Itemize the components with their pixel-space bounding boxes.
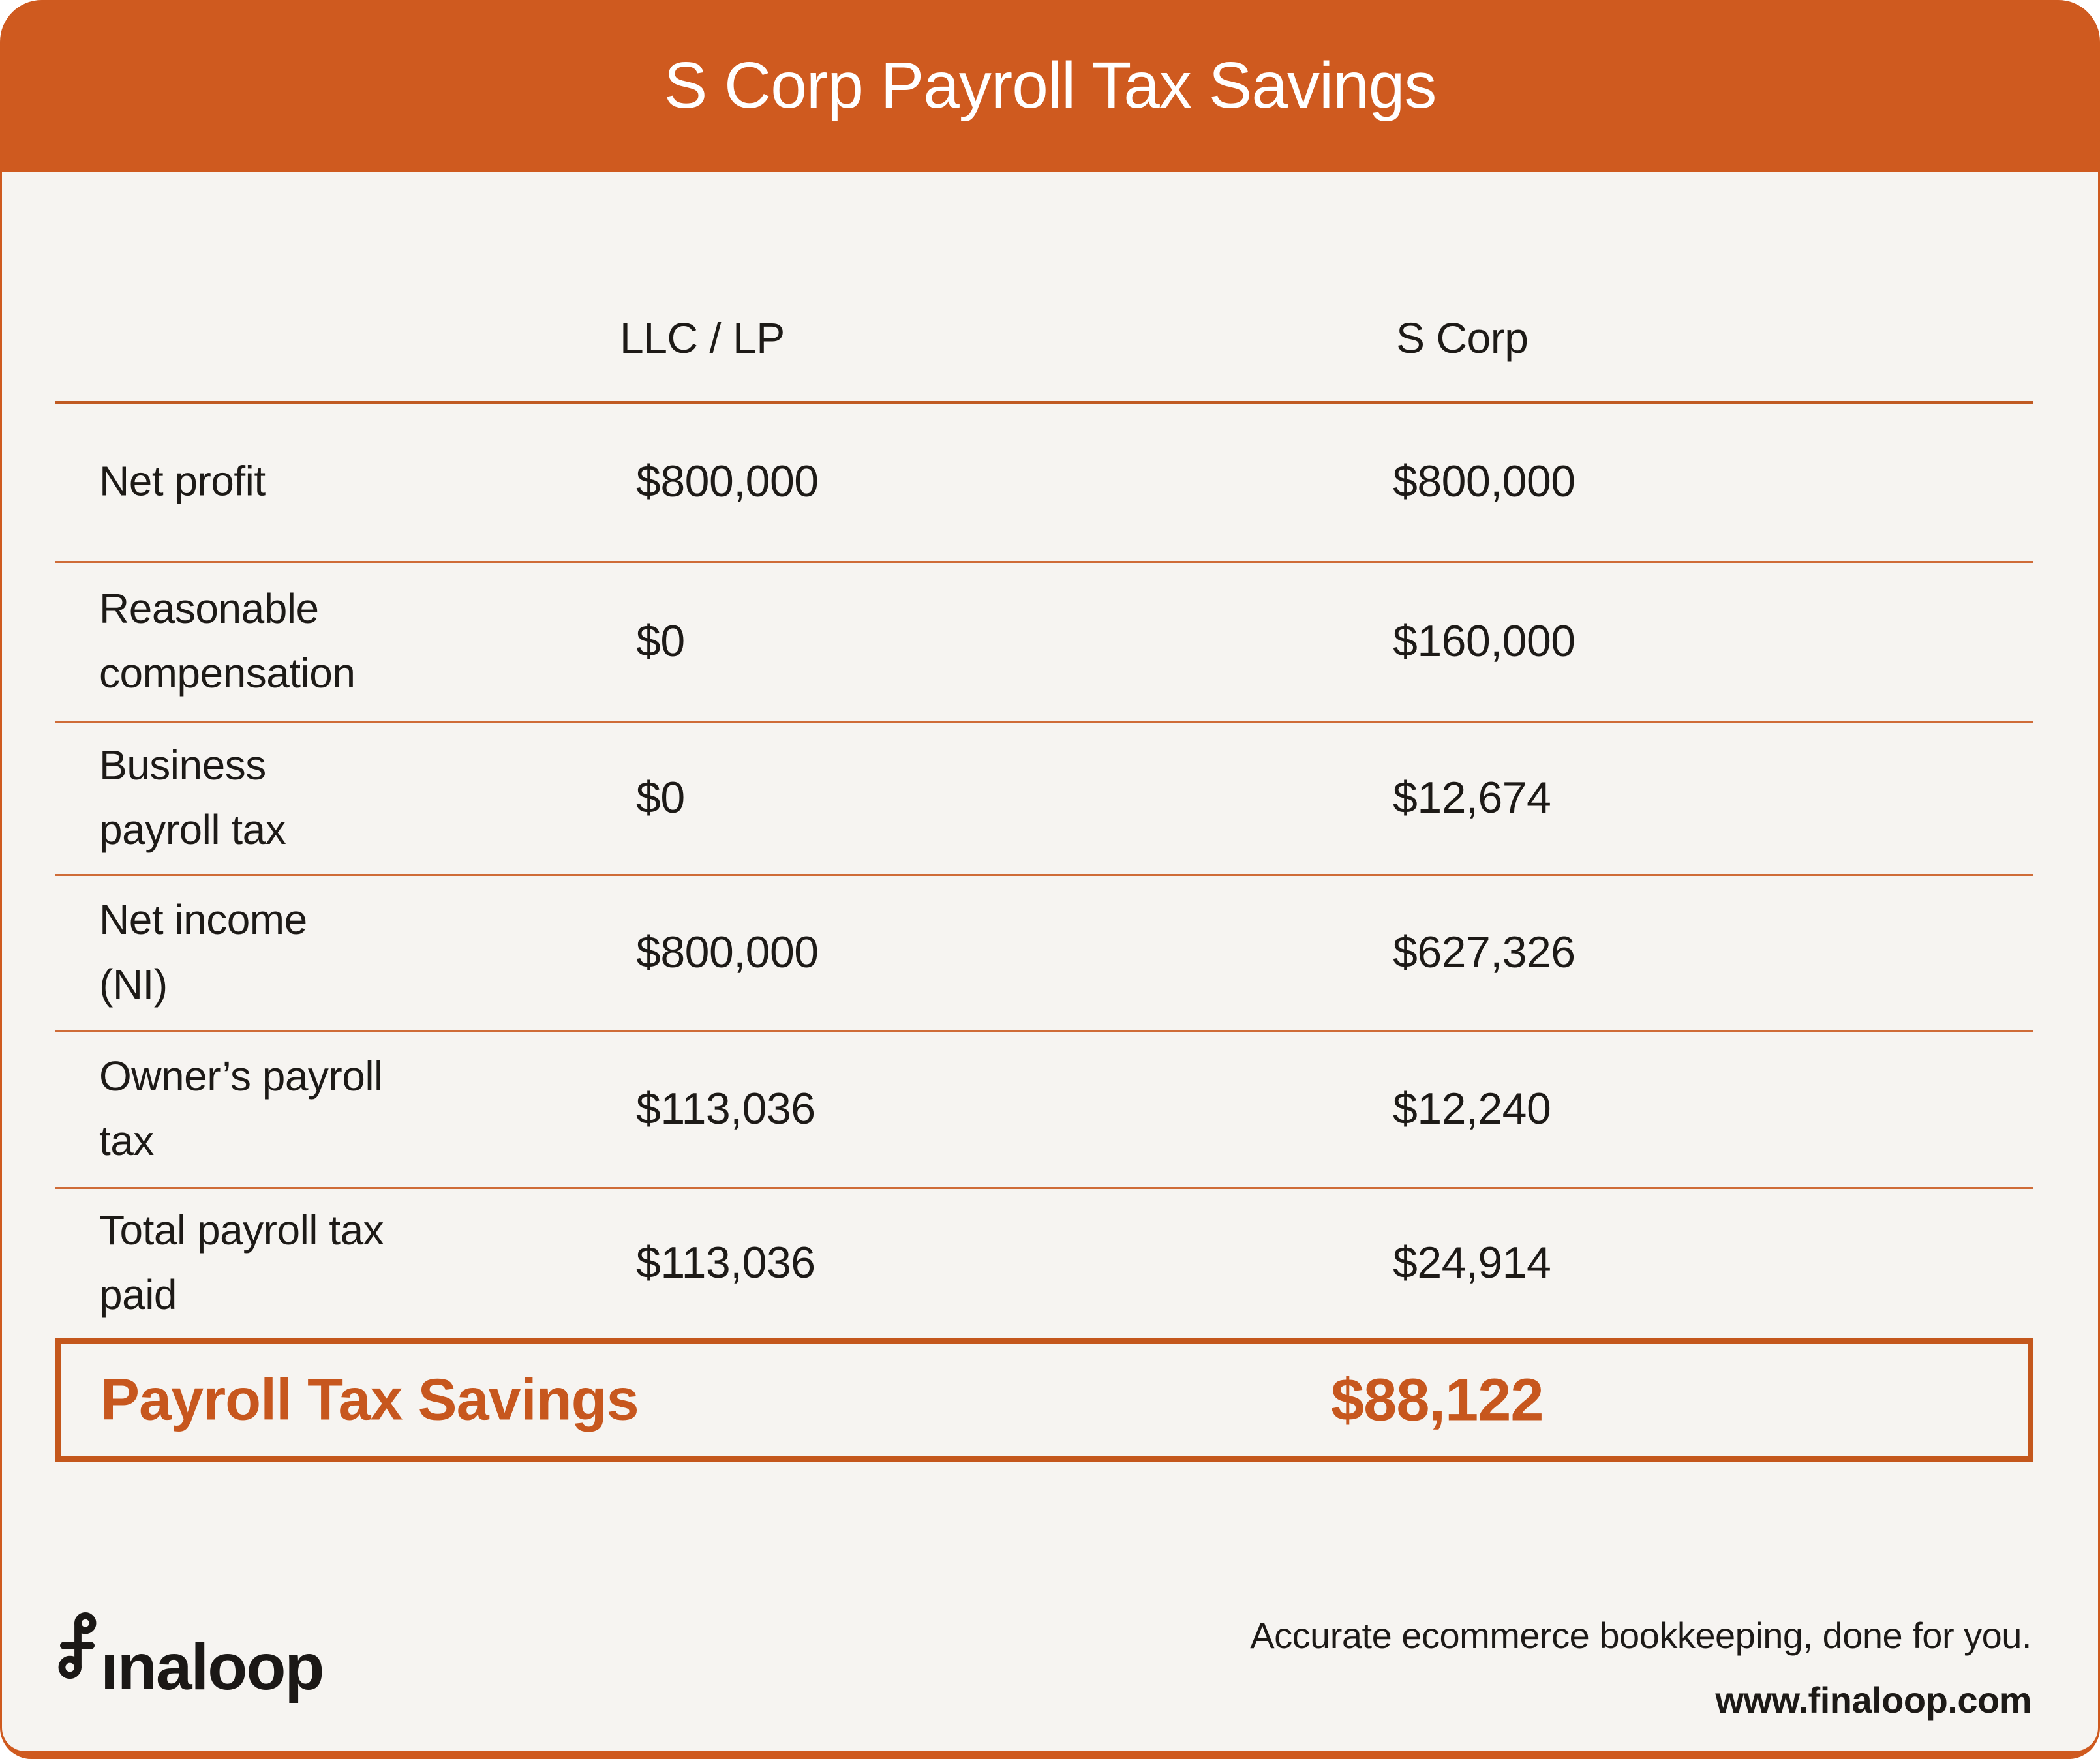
table-divider: [55, 561, 2033, 563]
column-header-s-corp: S Corp: [1396, 314, 1529, 362]
row-label: Owner’s payroll tax: [99, 1052, 383, 1164]
scorp-value: $12,240: [1393, 1084, 1551, 1134]
page-title: S Corp Payroll Tax Savings: [663, 49, 1437, 122]
finaloop-f-icon: [58, 1612, 97, 1679]
llc-value: $113,036: [636, 1084, 815, 1134]
table-row: Business payroll tax $0 $12,674: [0, 721, 2100, 874]
logo-wordmark: ınaloop: [100, 1631, 325, 1704]
table-row: Total payroll tax paid $113,036 $24,914: [0, 1187, 2100, 1338]
content-panel: [2, 172, 2098, 1751]
table-divider: [55, 1030, 2033, 1032]
row-label: Net income (NI): [99, 895, 307, 1008]
llc-value: $800,000: [636, 927, 819, 977]
table-divider: [55, 721, 2033, 723]
column-header-row: LLC / LP S Corp: [0, 299, 2100, 377]
card-header: S Corp Payroll Tax Savings: [0, 0, 2100, 172]
scorp-value: $160,000: [1393, 616, 1575, 666]
scorp-value: $627,326: [1393, 927, 1575, 977]
savings-value: $88,122: [1331, 1366, 1544, 1434]
scorp-value: $24,914: [1393, 1238, 1551, 1287]
llc-value: $0: [636, 772, 685, 822]
table-divider: [55, 874, 2033, 876]
row-label: Net profit: [99, 457, 266, 504]
scorp-value: $12,674: [1393, 772, 1551, 822]
table-row: Reasonable compensation $0 $160,000: [0, 561, 2100, 721]
savings-label: Payroll Tax Savings: [100, 1367, 639, 1433]
llc-value: $113,036: [636, 1238, 815, 1287]
table-row: Net profit $800,000 $800,000: [0, 401, 2100, 561]
llc-value: $800,000: [636, 456, 819, 506]
table-divider: [55, 401, 2033, 404]
table-divider: [55, 1187, 2033, 1189]
row-label: Reasonable compensation: [99, 584, 356, 697]
row-label: Business payroll tax: [99, 741, 286, 853]
row-label: Total payroll tax paid: [99, 1206, 384, 1318]
finaloop-logo: ınaloop: [57, 1595, 325, 1704]
llc-value: $0: [636, 616, 685, 666]
table-row: Net income (NI) $800,000 $627,326: [0, 874, 2100, 1030]
website-url: www.finaloop.com: [1715, 1679, 2032, 1721]
scorp-value: $800,000: [1393, 456, 1575, 506]
savings-highlight-box: Payroll Tax Savings $88,122: [55, 1338, 2033, 1462]
column-header-llc-lp: LLC / LP: [620, 314, 785, 362]
footer-tagline: Accurate ecommerce bookkeeping, done for…: [1250, 1615, 2032, 1656]
table-row: Owner’s payroll tax $113,036 $12,240: [0, 1030, 2100, 1187]
